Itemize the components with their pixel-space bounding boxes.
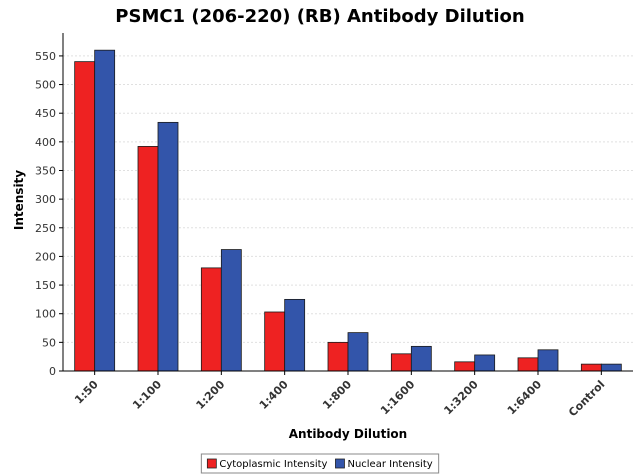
bar-cytoplasmic-intensity — [74, 61, 96, 372]
bar-nuclear-intensity — [284, 298, 306, 372]
bars — [74, 49, 622, 372]
y-tick-label: 0 — [49, 365, 56, 378]
legend-swatch — [335, 458, 345, 469]
y-tick-label: 350 — [35, 164, 56, 177]
y-tick-label: 150 — [35, 279, 56, 292]
bar-nuclear-intensity — [600, 363, 622, 372]
legend-swatch — [206, 458, 217, 469]
x-tick-label: 1:800 — [320, 378, 354, 412]
y-tick-label: 100 — [35, 308, 56, 321]
y-tick-label: 300 — [35, 193, 56, 206]
y-tick-label: 450 — [35, 107, 56, 120]
y-tick-label: 500 — [35, 79, 56, 92]
bar-nuclear-intensity — [157, 121, 179, 372]
legend-entry: Cytoplasmic Intensity — [219, 459, 327, 470]
bar-nuclear-intensity — [537, 349, 559, 372]
bar-cytoplasmic-intensity — [200, 267, 222, 372]
y-tick-label: 50 — [42, 336, 56, 349]
bar-cytoplasmic-intensity — [580, 363, 602, 372]
x-tick-label: 1:200 — [194, 378, 228, 412]
bar-nuclear-intensity — [220, 249, 242, 372]
x-tick-label: 1:400 — [257, 378, 291, 412]
x-tick-label: 1:6400 — [505, 378, 545, 418]
y-tick-label: 200 — [35, 250, 56, 263]
x-tick-label: 1:1600 — [378, 378, 418, 418]
bar-cytoplasmic-intensity — [137, 146, 159, 372]
legend-box — [200, 453, 440, 474]
bar-nuclear-intensity — [410, 345, 432, 372]
x-tick-label: 1:3200 — [441, 378, 481, 418]
y-tick-label: 550 — [35, 50, 56, 63]
y-tick-label: 250 — [35, 222, 56, 235]
bar-cytoplasmic-intensity — [264, 311, 286, 372]
legend-entry: Nuclear Intensity — [347, 459, 432, 470]
x-tick-label: 1:50 — [72, 378, 101, 407]
x-tick-labels: 1:50 1:100 1:200 1:400 1:800 1:1600 1:3200 1:64… — [72, 378, 607, 420]
bar-nuclear-intensity — [474, 354, 496, 372]
bar-cytoplasmic-intensity — [517, 357, 539, 372]
x-tick-label: 1:100 — [130, 378, 164, 412]
bar-nuclear-intensity — [347, 332, 369, 372]
bar-cytoplasmic-intensity — [327, 341, 349, 372]
bar-cytoplasmic-intensity — [390, 353, 412, 372]
y-tick-labels: 0 50 100 150 200 250 300 350 400 450 500 550 — [35, 50, 56, 378]
chart-title: PSMC1 (206-220) (RB) Antibody Dilution — [115, 6, 524, 27]
x-axis-label: Antibody Dilution — [289, 427, 407, 441]
axes — [59, 33, 633, 375]
y-tick-label: 400 — [35, 136, 56, 149]
y-axis-label: Intensity — [12, 170, 26, 230]
x-tick-label: Control — [566, 378, 607, 419]
bar-nuclear-intensity — [94, 49, 116, 372]
legend: Cytoplasmic Intensity Nuclear Intensity — [200, 453, 440, 474]
bar-cytoplasmic-intensity — [454, 361, 476, 372]
